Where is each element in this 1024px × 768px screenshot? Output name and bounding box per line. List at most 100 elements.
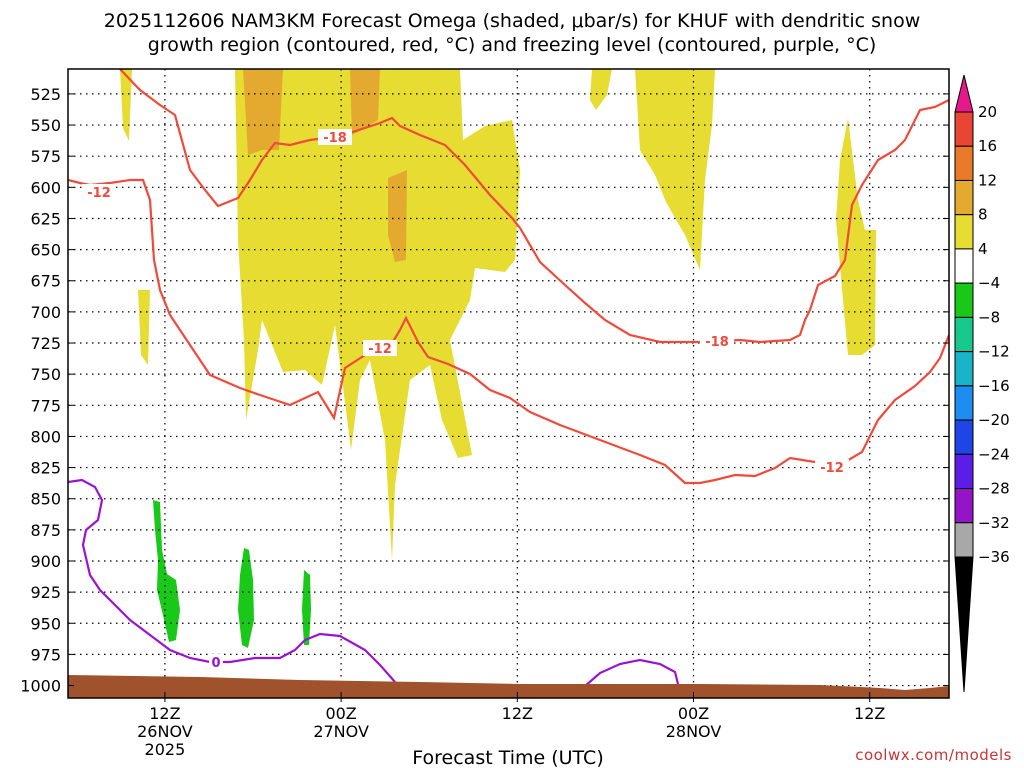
- terrain-surface: [68, 675, 949, 698]
- y-tick-label: 875: [30, 521, 61, 540]
- omega-region-4to8: [120, 69, 132, 141]
- colorbar-swatch: [954, 248, 974, 284]
- y-tick-label: 750: [30, 365, 61, 384]
- colorbar-swatch: [954, 214, 974, 250]
- x-tick-label: 00Z: [325, 704, 356, 723]
- omega-region-4to8: [138, 290, 150, 365]
- contour-label-zero: 0: [209, 654, 223, 671]
- contour-label-text: -18: [705, 335, 729, 350]
- colorbar-label: −12: [978, 343, 1010, 361]
- contour-label-text: -12: [820, 461, 844, 476]
- y-tick-label: 825: [30, 459, 61, 478]
- contour-label-minus18: -18: [318, 129, 352, 146]
- contour-label-bg: [82, 184, 116, 200]
- omega-region-neg4to8: [302, 570, 311, 645]
- colorbar-upper-triangle: [954, 74, 974, 113]
- y-tick-label: 725: [30, 334, 61, 353]
- colorbar-label: −32: [978, 514, 1010, 532]
- y-tick-label: 850: [30, 490, 61, 509]
- y-tick-label: 525: [30, 85, 61, 104]
- x-tick-label: 12Z: [149, 704, 180, 723]
- freezing-level-contour-0: [68, 478, 396, 683]
- plot-frame: [67, 68, 950, 699]
- contour-label-bg: [815, 459, 849, 475]
- colorbar-label: −24: [978, 445, 1010, 463]
- colorbar-swatch: [954, 351, 974, 387]
- omega-region-4to8: [235, 69, 520, 560]
- colorbar-swatch: [954, 316, 974, 353]
- credit-text: coolwx.com/models: [855, 746, 1012, 764]
- chart-title-line1: 2025112606 NAM3KM Forecast Omega (shaded…: [104, 10, 920, 32]
- contour-label-text: 0: [211, 656, 220, 671]
- colorbar-label: −28: [978, 480, 1010, 498]
- y-tick-label: 675: [30, 272, 61, 291]
- x-tick-label: 27NOV: [313, 722, 369, 741]
- colorbar-swatch: [954, 522, 974, 558]
- colorbar-label: −36: [978, 548, 1010, 566]
- x-tick-label: 00Z: [678, 704, 709, 723]
- contour-label-text: -12: [87, 186, 111, 201]
- contour-label-minus18: -18: [700, 333, 734, 350]
- colorbar-label: 8: [978, 206, 988, 224]
- omega-region-8to12: [388, 170, 407, 262]
- contour-label-bg: [209, 654, 223, 670]
- omega-region-8to12: [243, 69, 283, 155]
- x-tick-label: 12Z: [854, 704, 885, 723]
- y-tick-label: 600: [30, 178, 61, 197]
- colorbar-swatch: [954, 145, 974, 181]
- colorbar-label: −20: [978, 411, 1010, 429]
- omega-region-4to8: [635, 69, 715, 270]
- colorbar-swatch: [954, 453, 974, 490]
- y-tick-label: 925: [30, 583, 61, 602]
- y-tick-label: 575: [30, 147, 61, 166]
- contour-lines: -18 -18 -12 -12 -12 0: [68, 69, 949, 687]
- y-tick-label: 625: [30, 209, 61, 228]
- y-tick-label: 650: [30, 241, 61, 260]
- colorbar-label: 12: [978, 171, 997, 189]
- chart-title-line2: growth region (contoured, red, °C) and f…: [148, 34, 877, 56]
- colorbar-swatch: [954, 179, 974, 216]
- contour-label-text: -18: [323, 131, 347, 146]
- plot-layers: -18 -18 -12 -12 -12 0: [68, 69, 949, 698]
- colorbar-swatch: [954, 111, 974, 147]
- x-tick-label: 2025: [145, 740, 186, 759]
- y-tick-label: 900: [30, 552, 61, 571]
- colorbar-swatch: [954, 385, 974, 421]
- contour-label-minus12: -12: [82, 184, 116, 201]
- omega-region-neg4to8: [153, 500, 180, 642]
- dgz-contour-minus18: [119, 69, 949, 344]
- colorbar-swatch: [954, 488, 974, 524]
- colorbar-swatch: [954, 419, 974, 455]
- colorbar-lower-triangle: [954, 556, 974, 693]
- y-tick-label: 975: [30, 645, 61, 664]
- y-tick-label: 950: [30, 614, 61, 633]
- colorbar-label: −4: [978, 274, 1000, 292]
- omega-shading: [120, 69, 876, 648]
- y-tick-label: 775: [30, 396, 61, 415]
- y-tick-label: 800: [30, 427, 61, 446]
- omega-region-8to12: [350, 69, 380, 135]
- omega-region-4to8: [590, 69, 612, 110]
- colorbar-swatch: [954, 282, 974, 318]
- contour-label-minus12: -12: [815, 459, 849, 476]
- x-axis-label: Forecast Time (UTC): [412, 747, 603, 768]
- contour-label-bg: [363, 340, 397, 356]
- y-tick-label: 1000: [20, 677, 61, 696]
- colorbar-label: 16: [978, 137, 997, 155]
- omega-region-4to8: [836, 118, 876, 355]
- colorbar: 20 16 12 8 4 −4 −8 −12 −16 −20 −24 −28 −32 −36: [954, 74, 1010, 693]
- x-tick-label: 12Z: [502, 704, 533, 723]
- y-tick-label: 700: [30, 303, 61, 322]
- contour-label-text: -12: [368, 342, 392, 357]
- colorbar-label: −16: [978, 377, 1010, 395]
- x-tick-label: 26NOV: [137, 722, 193, 741]
- contour-label-bg: [700, 333, 734, 349]
- contour-label-minus12: -12: [363, 340, 397, 357]
- x-tick-label: 28NOV: [666, 722, 722, 741]
- freezing-level-contour-0: [584, 658, 680, 687]
- colorbar-label: −8: [978, 308, 1000, 326]
- y-axis: 525 550 575 600 625 650 675 700 725 750 775 800 825 8…: [20, 85, 949, 696]
- colorbar-label: 4: [978, 240, 988, 258]
